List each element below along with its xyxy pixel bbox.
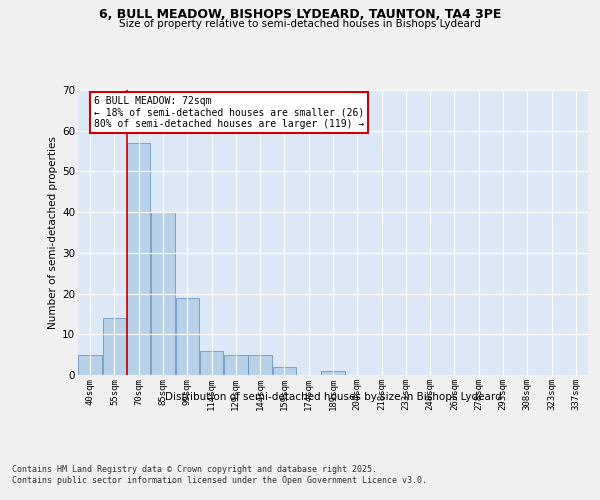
Text: Distribution of semi-detached houses by size in Bishops Lydeard: Distribution of semi-detached houses by … (164, 392, 502, 402)
Text: Contains public sector information licensed under the Open Government Licence v3: Contains public sector information licen… (12, 476, 427, 485)
Bar (248, 354, 272, 375)
Text: 6 BULL MEADOW: 72sqm
← 18% of semi-detached houses are smaller (26)
80% of semi-: 6 BULL MEADOW: 72sqm ← 18% of semi-detac… (94, 96, 364, 130)
Bar (176, 298, 199, 375)
Bar (79, 354, 102, 375)
Bar (127, 143, 151, 375)
Text: Contains HM Land Registry data © Crown copyright and database right 2025.: Contains HM Land Registry data © Crown c… (12, 465, 377, 474)
Bar (151, 212, 175, 375)
Bar (272, 367, 296, 375)
Text: Size of property relative to semi-detached houses in Bishops Lydeard: Size of property relative to semi-detach… (119, 19, 481, 29)
Text: 6, BULL MEADOW, BISHOPS LYDEARD, TAUNTON, TA4 3PE: 6, BULL MEADOW, BISHOPS LYDEARD, TAUNTON… (99, 8, 501, 20)
Y-axis label: Number of semi-detached properties: Number of semi-detached properties (48, 136, 58, 329)
Bar (224, 354, 248, 375)
Bar (321, 371, 345, 375)
Bar (103, 318, 126, 375)
Bar (200, 350, 223, 375)
